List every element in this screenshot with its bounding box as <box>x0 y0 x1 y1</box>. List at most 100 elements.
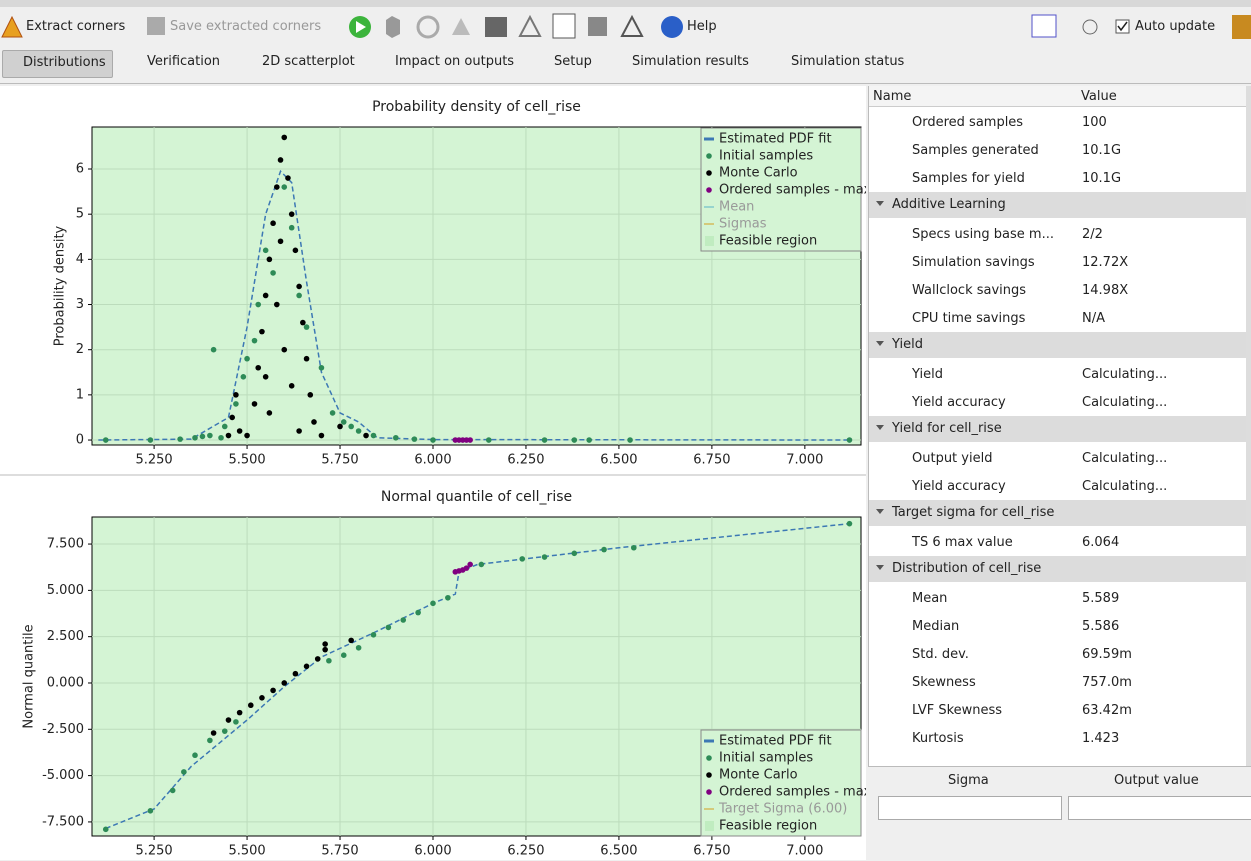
data-point <box>296 283 302 290</box>
tab[interactable]: Simulation status <box>791 54 905 69</box>
data-point <box>541 554 548 560</box>
data-point <box>340 652 347 658</box>
legend-label: Target Sigma (6.00) <box>718 802 847 817</box>
legend <box>700 729 862 837</box>
data-point <box>277 157 284 163</box>
csv-icon[interactable] <box>552 13 576 39</box>
expander[interactable] <box>876 201 884 206</box>
prop-name: Yield accuracy <box>912 479 1006 494</box>
group-row[interactable] <box>869 556 1246 582</box>
data-point <box>314 656 321 662</box>
y-tick-label: 0.000 <box>47 675 84 690</box>
data-point <box>218 434 224 441</box>
data-point <box>285 175 291 181</box>
y-tick-label: -2.500 <box>42 722 84 737</box>
prop-name: CPU time savings <box>912 311 1026 326</box>
y-tick-label: 2.500 <box>47 629 84 644</box>
extract-icon[interactable] <box>1 15 23 38</box>
legend-label: Initial samples <box>719 751 813 766</box>
data-point <box>236 709 243 716</box>
data-point <box>463 565 470 571</box>
expander[interactable] <box>876 565 884 570</box>
legend-label: Mean <box>719 200 754 215</box>
table-header <box>869 86 1246 107</box>
tab[interactable]: Simulation results <box>632 54 749 69</box>
data-point <box>281 184 288 190</box>
data-point <box>846 437 853 443</box>
extract-button[interactable]: Extract corners <box>26 19 126 34</box>
help-button[interactable]: Help <box>687 19 717 34</box>
save-icon <box>147 17 165 35</box>
group-row[interactable] <box>869 192 1246 218</box>
data-point <box>210 730 217 736</box>
data-point <box>266 410 273 416</box>
warn-icon[interactable] <box>518 14 542 37</box>
data-point <box>236 428 243 434</box>
prop-value: 2/2 <box>1082 227 1103 242</box>
prop-value: 100 <box>1082 115 1107 130</box>
group-title: Yield <box>892 337 923 352</box>
output-input[interactable] <box>1068 796 1251 820</box>
data-point <box>225 717 232 723</box>
disk-icon[interactable] <box>588 17 607 36</box>
data-point <box>288 211 295 217</box>
scrollbar <box>1246 86 1251 766</box>
help-icon[interactable] <box>661 16 683 38</box>
sigma-input[interactable] <box>878 796 1062 820</box>
prop-value: 6.064 <box>1082 535 1120 550</box>
tab[interactable]: Distributions <box>2 50 113 78</box>
view-icon[interactable] <box>1031 14 1057 38</box>
info-icon[interactable] <box>1082 19 1098 35</box>
expander[interactable] <box>876 341 884 346</box>
x-tick-label: 6.750 <box>693 453 730 468</box>
y-tick-label: 5 <box>76 207 84 222</box>
prop-value: N/A <box>1082 311 1105 326</box>
group-row[interactable] <box>869 416 1246 442</box>
expander[interactable] <box>876 509 884 514</box>
alert-icon[interactable] <box>620 14 644 37</box>
auto-update-label[interactable]: Auto update <box>1135 19 1216 34</box>
package-icon[interactable] <box>1232 15 1251 39</box>
expander[interactable] <box>876 425 884 430</box>
data-point <box>147 808 154 814</box>
group-title: Target sigma for cell_rise <box>892 505 1055 520</box>
prop-name: Mean <box>912 591 948 606</box>
data-point <box>571 550 578 557</box>
data-point <box>303 324 310 330</box>
data-point <box>311 419 317 425</box>
x-tick-label: 7.000 <box>786 453 823 468</box>
data-point <box>281 346 288 353</box>
data-point <box>300 319 306 326</box>
data-point <box>255 364 262 371</box>
x-tick-label: 7.000 <box>786 844 823 859</box>
data-point <box>262 292 269 299</box>
y-tick-label: 0 <box>76 433 84 448</box>
y-tick-label: 1 <box>76 387 84 402</box>
legend-swatch <box>706 170 712 176</box>
x-tick-label: 5.750 <box>321 453 358 468</box>
x-tick-label: 6.250 <box>507 453 544 468</box>
legend-label: Feasible region <box>719 234 817 249</box>
tab[interactable]: 2D scatterplot <box>262 54 355 69</box>
group-row[interactable] <box>869 332 1246 358</box>
output-header: Output value <box>1114 773 1199 788</box>
tab[interactable]: Verification <box>147 54 221 69</box>
y-tick-label: 4 <box>76 252 84 267</box>
tool-icon <box>452 18 470 35</box>
group-row[interactable] <box>869 500 1246 526</box>
tab[interactable]: Impact on outputs <box>395 54 515 69</box>
prop-value: 1.423 <box>1082 731 1120 746</box>
stop-icon <box>386 16 400 38</box>
legend-label: Sigmas <box>719 217 767 232</box>
sigma-header: Sigma <box>948 773 989 788</box>
prop-value: 757.0m <box>1082 675 1132 690</box>
data-point <box>270 220 276 227</box>
data-point <box>411 436 418 442</box>
data-point <box>247 702 254 709</box>
x-tick-label: 6.000 <box>414 453 451 468</box>
tab[interactable]: Setup <box>554 54 592 69</box>
x-tick-label: 6.750 <box>693 844 730 859</box>
data-point <box>303 663 310 670</box>
terminal-icon[interactable] <box>485 17 507 37</box>
